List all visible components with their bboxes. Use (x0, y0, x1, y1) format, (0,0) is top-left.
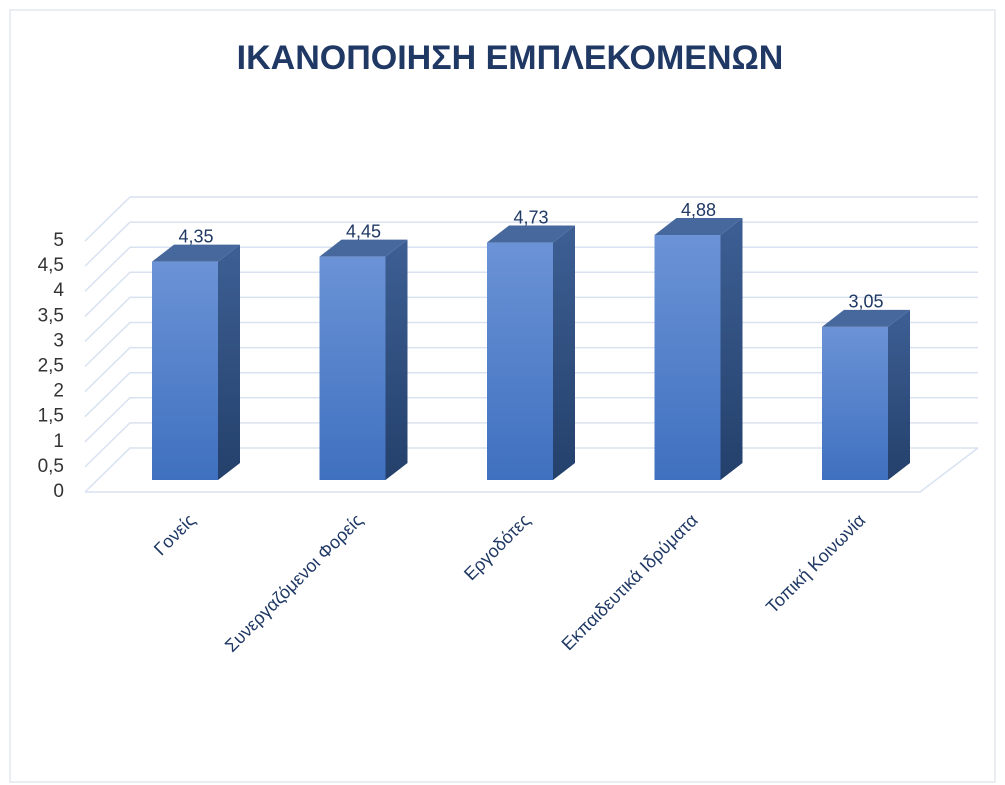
bar-side (720, 218, 743, 481)
value-label: 4,73 (513, 207, 548, 227)
bar (319, 256, 386, 480)
y-tick-label: 4,5 (38, 255, 64, 276)
y-tick-label: 3,5 (38, 305, 64, 326)
bar (487, 242, 553, 480)
y-tick-label: 0,5 (38, 456, 64, 477)
y-tick-label: 2 (53, 381, 64, 402)
bar-top (152, 244, 240, 262)
bar-top (822, 309, 910, 327)
bar (822, 326, 888, 480)
floor-line (85, 447, 979, 493)
y-tick-label: 3 (53, 330, 64, 351)
chart-title: ΙΚΑΝΟΠΟΙΗΣΗ ΕΜΠΛΕΚΟΜΕΝΩΝ (237, 39, 784, 77)
grid-line (84, 196, 978, 242)
y-tick-label: 1,5 (38, 406, 64, 427)
y-tick-label: 5 (53, 230, 64, 251)
bar-top (319, 239, 408, 257)
y-tick-label: 2,5 (38, 356, 64, 377)
bar (152, 261, 218, 480)
value-label: 4,88 (681, 200, 716, 220)
bar-side (888, 309, 910, 480)
value-label: 3,05 (848, 292, 883, 312)
bar-side (218, 244, 240, 480)
bar-top (654, 218, 743, 236)
bar-side (385, 239, 408, 480)
bar (654, 235, 721, 480)
bar-top (487, 225, 575, 243)
value-label: 4,35 (178, 226, 213, 246)
y-tick-label: 0 (53, 481, 64, 502)
value-label: 4,45 (346, 221, 381, 241)
y-tick-label: 4 (53, 280, 64, 301)
y-tick-label: 1 (53, 431, 64, 452)
bar-side (553, 225, 575, 480)
